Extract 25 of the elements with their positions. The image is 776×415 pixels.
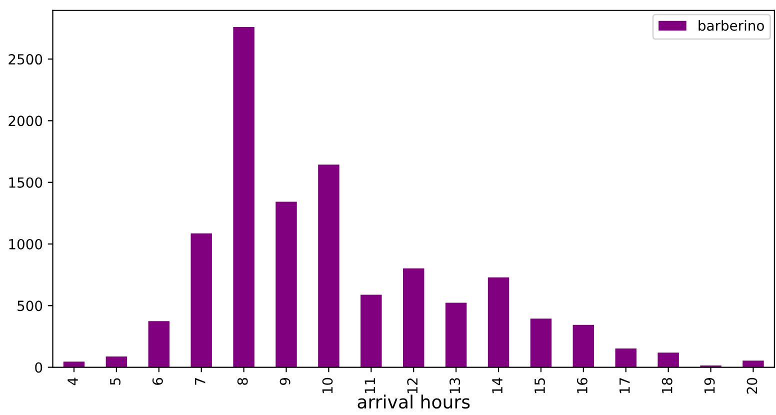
x-tick-label: 8: [237, 378, 248, 385]
y-tick-label: 1000: [9, 238, 42, 250]
x-tick-label: 7: [195, 378, 206, 385]
y-tick-label: 2000: [8, 116, 42, 126]
x-axis-title: arrival hours: [358, 394, 470, 409]
x-tick-label: 15: [534, 378, 545, 394]
y-tick-label: 0: [35, 362, 42, 373]
x-tick-label: 17: [620, 378, 630, 394]
x-tick-label: 5: [110, 378, 120, 385]
x-tick-label: 16: [576, 378, 588, 394]
x-tick-label: 19: [704, 378, 715, 394]
x-tick-label: 20: [746, 378, 758, 394]
x-tick-label: 11: [364, 378, 375, 394]
x-tick-label: 12: [407, 378, 418, 394]
x-tick-label: 13: [450, 378, 460, 394]
y-tick-label: 500: [18, 300, 42, 312]
x-tick-label: 18: [662, 378, 672, 394]
x-tick-label: 4: [68, 378, 78, 386]
x-tick-label: 6: [152, 378, 163, 385]
y-tick-label: 1500: [9, 177, 42, 188]
x-tick-label: 14: [492, 378, 502, 394]
legend-label: barberino: [698, 20, 764, 31]
x-tick-label: 9: [280, 378, 290, 385]
x-tick-label: 10: [322, 378, 333, 394]
y-tick-label: 2500: [8, 54, 42, 65]
